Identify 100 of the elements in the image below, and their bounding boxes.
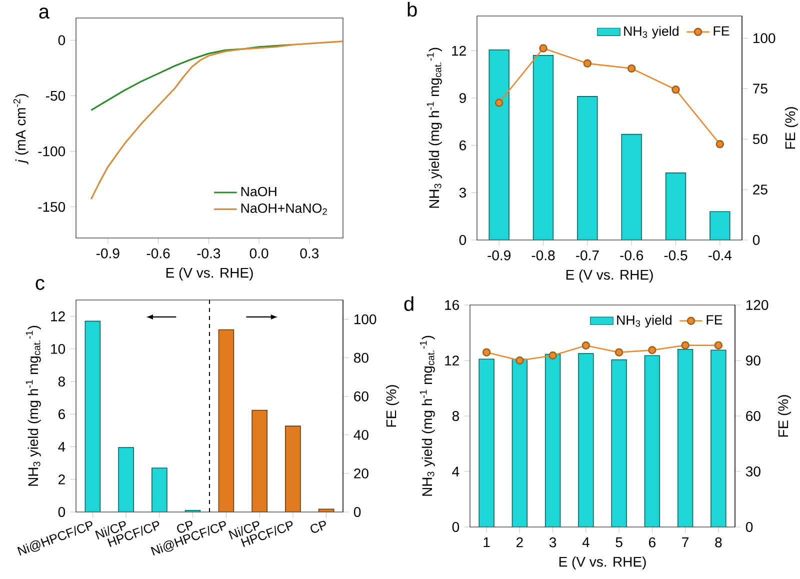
y-tick-label: 0 xyxy=(459,235,466,245)
bar xyxy=(644,355,660,527)
legend-label: FE xyxy=(714,26,730,36)
x-tick-label: 0.0 xyxy=(250,248,268,258)
legend-label: NH$_{3}$ yield xyxy=(617,315,672,328)
y2-tick-label: 0 xyxy=(752,235,760,245)
chart-title: d xyxy=(404,296,414,311)
x-tick-label: -0.6 xyxy=(146,248,170,258)
bar xyxy=(710,211,730,240)
point xyxy=(716,140,724,148)
chart-title: a xyxy=(39,8,50,19)
y-tick-label: -100 xyxy=(38,146,66,156)
bar xyxy=(152,468,168,512)
bar xyxy=(285,426,301,512)
x-axis-title: E (V vs. RHE) xyxy=(166,267,253,281)
point xyxy=(539,44,548,52)
y-tick-label: 4 xyxy=(452,466,460,476)
point xyxy=(582,341,590,350)
y-axis-title: j (mA cm$^{-2}$) xyxy=(13,94,28,164)
x-tick-label: 2 xyxy=(516,537,523,548)
y2-tick-label: 80 xyxy=(354,352,368,363)
legend-label: NaOH+NaNO$_{2}$ xyxy=(241,203,327,215)
x-tick-label: -0.8 xyxy=(532,250,555,260)
x-tick-label: 8 xyxy=(715,537,722,548)
point xyxy=(681,341,690,350)
x-tick-label: -0.9 xyxy=(96,248,120,258)
y2-tick-label: 75 xyxy=(753,84,768,94)
x-tick-label: -0.4 xyxy=(708,250,732,260)
y-tick-label: 0 xyxy=(452,522,460,532)
y2-axis-title: FE (%) xyxy=(386,385,399,427)
bar xyxy=(665,172,686,240)
bar xyxy=(544,354,561,527)
y2-axis-title: FE (%) xyxy=(778,395,791,437)
x-tick-label: 6 xyxy=(649,537,656,548)
y2-tick-label: 60 xyxy=(746,411,760,421)
x-tick-label: 1 xyxy=(484,537,490,548)
point xyxy=(482,348,491,356)
y2-tick-label: 50 xyxy=(752,134,768,144)
y2-tick-label: 40 xyxy=(354,430,368,440)
y-tick-label: -50 xyxy=(46,90,66,101)
y-tick-label: 8 xyxy=(452,411,459,421)
y2-tick-label: 90 xyxy=(746,356,760,366)
y-axis-title: NH$_{3}$ yield (mg h$^{-1}$ mg$_{cat.}$$^{-1}$) xyxy=(26,326,41,486)
y-tick-label: 8 xyxy=(58,376,65,387)
bar xyxy=(578,353,594,527)
point xyxy=(648,346,656,354)
x-tick-label: -0.6 xyxy=(620,250,644,260)
y-tick-label: 0 xyxy=(58,35,66,46)
x-tick-label: 0.3 xyxy=(300,248,319,258)
x-tick-label: 4 xyxy=(582,537,590,548)
y-tick-label: 9 xyxy=(459,93,466,103)
x-axis-title: E (V vs. RHE) xyxy=(566,269,653,283)
y2-tick-label: 20 xyxy=(354,468,368,478)
bar xyxy=(118,447,134,512)
y2-tick-label: 120 xyxy=(746,300,768,310)
x-axis-title: E (V vs. RHE) xyxy=(559,556,646,570)
bar xyxy=(577,96,598,240)
bar xyxy=(611,359,627,527)
y2-tick-label: 100 xyxy=(753,33,776,44)
legend-label: NaOH xyxy=(241,186,276,196)
point xyxy=(583,59,592,68)
bar xyxy=(532,55,554,240)
y-tick-label: 6 xyxy=(460,140,466,150)
bar xyxy=(621,134,642,240)
y-tick-label: -150 xyxy=(38,202,66,212)
chart-title: c xyxy=(36,279,44,290)
y-tick-label: 3 xyxy=(459,188,466,198)
legend-label: FE xyxy=(706,315,722,324)
y2-tick-label: 60 xyxy=(354,391,368,402)
y2-tick-label: 25 xyxy=(753,184,768,195)
bar xyxy=(488,50,510,240)
y-tick-label: 4 xyxy=(58,442,66,452)
y-tick-label: 6 xyxy=(58,409,65,420)
y-tick-label: 0 xyxy=(58,507,66,517)
y-tick-label: 2 xyxy=(58,474,65,484)
bar xyxy=(84,320,101,512)
x-tick-label: 7 xyxy=(682,537,688,548)
y-axis-title: NH$_{3}$ yield (mg h$^{-1}$ mg$_{cat.}$$^{-1}$) xyxy=(426,48,442,208)
point xyxy=(614,348,624,356)
y2-tick-label: 0 xyxy=(746,522,753,532)
bar xyxy=(512,358,528,527)
y2-axis-title: FE (%) xyxy=(784,107,798,149)
y-tick-label: 12 xyxy=(51,311,65,322)
x-tick-label: 3 xyxy=(549,537,556,548)
bar xyxy=(710,350,726,527)
bar xyxy=(318,508,334,512)
bar xyxy=(218,329,234,512)
y-tick-label: 12 xyxy=(445,356,459,366)
y-tick-label: 16 xyxy=(445,300,459,310)
x-tick-label: 5 xyxy=(616,537,622,548)
legend-label: NH$_{3}$ yield xyxy=(624,26,678,38)
point xyxy=(627,64,636,73)
y-axis-title: NH$_{3}$ yield (mg h$^{-1}$ mg$_{cat.}$$^{-1}$) xyxy=(420,336,435,496)
point xyxy=(516,356,524,365)
bar xyxy=(677,348,694,527)
y2-tick-label: 100 xyxy=(354,314,376,324)
y2-tick-label: 30 xyxy=(746,466,760,476)
x-tick-label: CP xyxy=(310,520,326,533)
x-tick-label: -0.7 xyxy=(576,250,599,260)
point xyxy=(494,98,504,107)
